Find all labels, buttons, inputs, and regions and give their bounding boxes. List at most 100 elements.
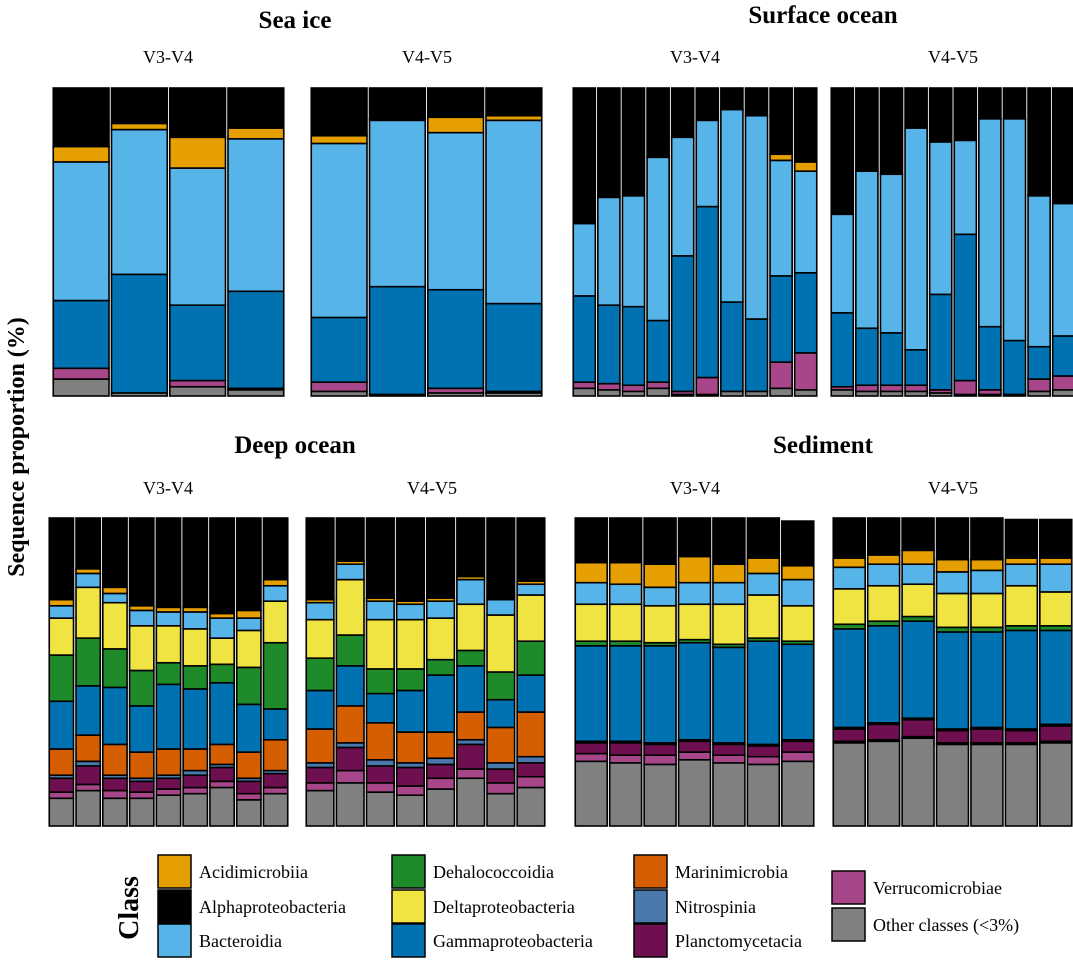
bar-sediment-v3-v4-3 — [643, 517, 677, 827]
segment-gammaproteobacteria — [1051, 335, 1073, 377]
segment-acidimicrobiia — [227, 127, 285, 140]
segment-verrucomicrobiae — [953, 379, 978, 396]
segment-verrucomicrobiae — [1027, 378, 1051, 393]
segment-gammaproteobacteria — [904, 348, 928, 387]
group-label: V3-V4 — [670, 47, 720, 67]
segment-gammaproteobacteria — [746, 640, 781, 746]
group-sea-ice-v4-v5: V4-V5 — [310, 47, 543, 397]
segment-dehalococcoidia — [425, 658, 456, 676]
segment-alphaproteobacteria — [832, 517, 866, 559]
legend-item-alphaproteobacteria: Alphaproteobacteria — [157, 889, 346, 924]
segment-alphaproteobacteria — [953, 87, 978, 142]
segment-deltaproteobacteria — [516, 594, 546, 643]
segment-alphaproteobacteria — [182, 517, 209, 609]
bar-surface-ocean-v4-v5-6 — [953, 87, 978, 397]
legend-swatch — [157, 889, 192, 924]
bar-surface-ocean-v3-v4-1 — [572, 87, 597, 397]
segment-bacteroidia — [262, 584, 289, 602]
segment-bacteroidia — [928, 141, 953, 296]
panel-deep-ocean: Deep ocean V3-V4 V4-V5 — [48, 432, 546, 827]
segment-bacteroidia — [102, 592, 128, 604]
group-label: V4-V5 — [928, 478, 978, 498]
segment-other-classes-3 — [746, 763, 781, 827]
group-sediment-v3-v4: V3-V4 — [574, 478, 815, 827]
segment-bacteroidia — [769, 159, 793, 277]
segment-alphaproteobacteria — [608, 517, 643, 564]
segment-planctomycetacia — [866, 723, 901, 741]
segment-other-classes-3 — [425, 788, 456, 827]
group-surface-ocean-v3-v4: V3-V4 — [572, 47, 818, 397]
segment-alphaproteobacteria — [643, 517, 677, 566]
segment-bacteroidia — [425, 600, 456, 619]
group-label: V4-V5 — [407, 478, 457, 498]
segment-bacteroidia — [75, 572, 102, 589]
legend-item-nitrospinia: Nitrospinia — [633, 889, 756, 924]
bar-surface-ocean-v3-v4-10 — [793, 87, 818, 397]
segment-deltaproteobacteria — [677, 603, 712, 641]
bar-surface-ocean-v4-v5-4 — [904, 87, 928, 397]
segment-verrucomicrobiae — [365, 782, 395, 793]
segment-verrucomicrobiae — [793, 352, 818, 391]
segment-gammaproteobacteria — [572, 295, 597, 383]
segment-bacteroidia — [516, 583, 546, 596]
segment-alphaproteobacteria — [75, 517, 102, 570]
y-axis-label: Sequence proportion (%) — [4, 317, 30, 577]
bar-sea-ice-v3-v4-2 — [110, 87, 169, 397]
segment-planctomycetacia — [746, 745, 781, 758]
segment-gammaproteobacteria — [235, 703, 262, 753]
segment-other-classes-3 — [305, 789, 335, 827]
segment-marinimicrobia — [155, 748, 182, 776]
panel-title: Sea ice — [259, 7, 332, 34]
legend-swatch — [633, 923, 668, 958]
segment-gammaproteobacteria — [643, 645, 677, 744]
bar-sediment-v4-v5-7 — [1039, 518, 1073, 827]
segment-bacteroidia — [781, 578, 815, 607]
segment-marinimicrobia — [102, 743, 128, 776]
segment-acidimicrobiia — [168, 136, 227, 169]
segment-verrucomicrobiae — [209, 780, 235, 789]
segment-alphaproteobacteria — [720, 87, 744, 111]
bar-sediment-v3-v4-4 — [677, 517, 712, 827]
segment-verrucomicrobiae — [769, 361, 793, 390]
legend-item-other-classes-3: Other classes (<3%) — [831, 907, 1019, 942]
legend-swatch — [831, 907, 866, 942]
segment-verrucomicrobiae — [572, 381, 597, 390]
segment-acidimicrobiia — [769, 153, 793, 162]
segment-verrucomicrobiae — [608, 754, 643, 764]
segment-bacteroidia — [48, 604, 75, 619]
segment-deltaproteobacteria — [970, 592, 1004, 629]
segment-bacteroidia — [128, 609, 155, 627]
segment-other-classes-3 — [832, 742, 866, 827]
segment-verrucomicrobiae — [597, 382, 621, 391]
bar-sediment-v3-v4-2 — [608, 517, 643, 827]
group-label: V3-V4 — [670, 478, 720, 498]
segment-gammaproteobacteria — [597, 304, 621, 385]
segment-deltaproteobacteria — [102, 601, 128, 650]
bar-deep-ocean-v4-v5-7 — [486, 517, 516, 827]
bar-surface-ocean-v4-v5-9 — [1027, 87, 1051, 397]
segment-other-classes-3 — [395, 794, 426, 827]
segment-alphaproteobacteria — [1039, 518, 1073, 559]
bar-sediment-v4-v5-3 — [901, 517, 935, 827]
segment-other-classes-3 — [456, 777, 486, 827]
segment-bacteroidia — [365, 600, 395, 621]
segment-alphaproteobacteria — [1002, 87, 1027, 120]
segment-alphaproteobacteria — [879, 87, 904, 176]
segment-alphaproteobacteria — [574, 517, 608, 564]
segment-other-classes-3 — [128, 797, 155, 827]
segment-gammaproteobacteria — [970, 631, 1004, 729]
segment-bacteroidia — [235, 617, 262, 632]
segment-alphaproteobacteria — [904, 87, 928, 129]
segment-planctomycetacia — [235, 780, 262, 795]
segment-planctomycetacia — [712, 743, 746, 756]
segment-verrucomicrobiae — [712, 754, 746, 764]
segment-gammaproteobacteria — [830, 312, 855, 388]
legend-label: Other classes (<3%) — [873, 915, 1019, 936]
segment-acidimicrobiia — [426, 116, 485, 134]
segment-bacteroidia — [485, 119, 543, 305]
segment-alphaproteobacteria — [128, 517, 155, 607]
segment-acidimicrobiia — [235, 609, 262, 619]
segment-alphaproteobacteria — [1051, 87, 1073, 205]
segment-deltaproteobacteria — [935, 592, 970, 629]
segment-acidimicrobiia — [935, 558, 970, 573]
